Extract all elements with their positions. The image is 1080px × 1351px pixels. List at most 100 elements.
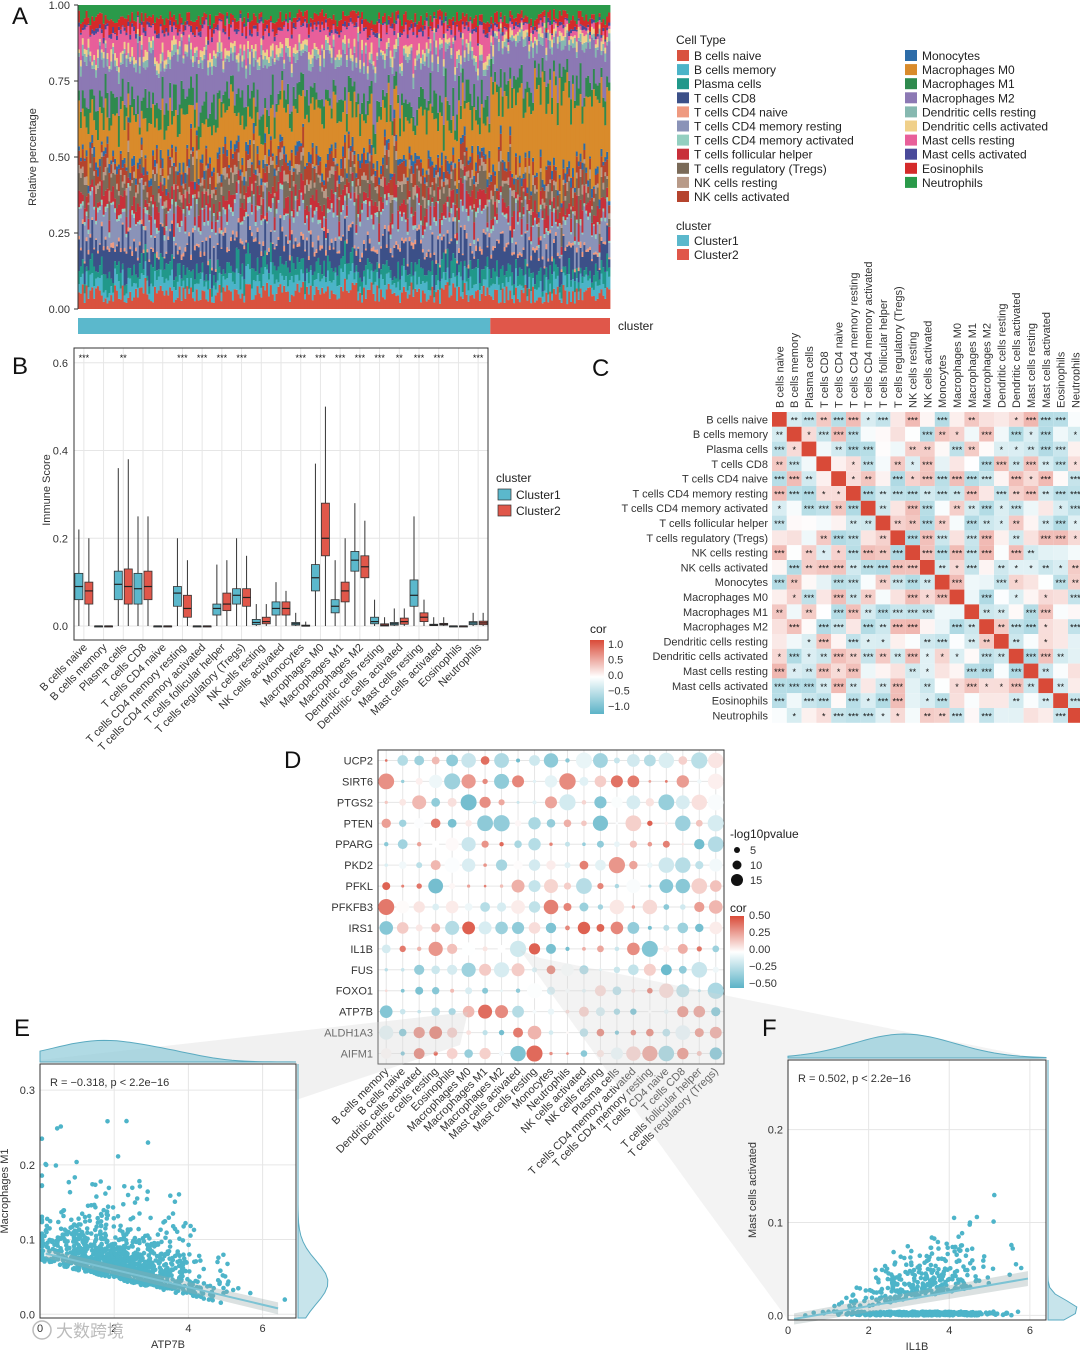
- stack-segment: [95, 238, 98, 240]
- stack-segment: [323, 58, 326, 68]
- stack-segment: [528, 165, 531, 174]
- stack-segment: [412, 187, 415, 200]
- stack-segment: [313, 24, 316, 43]
- stack-segment: [285, 261, 288, 277]
- stack-segment: [154, 236, 157, 238]
- stack-segment: [127, 117, 130, 123]
- stack-segment: [239, 48, 242, 56]
- stack-segment: [281, 165, 284, 185]
- stack-segment: [260, 178, 263, 186]
- stack-segment: [302, 203, 305, 234]
- stack-segment: [421, 199, 425, 226]
- stack-segment: [458, 62, 461, 76]
- stack-segment: [490, 254, 493, 259]
- stack-segment: [268, 134, 271, 150]
- stack-segment: [119, 33, 123, 53]
- stack-segment: [507, 108, 510, 152]
- stack-segment: [93, 35, 96, 56]
- stack-segment: [188, 270, 191, 289]
- stack-segment: [511, 196, 514, 217]
- stack-segment: [399, 205, 402, 212]
- stack-segment: [287, 165, 290, 175]
- stack-segment: [192, 62, 195, 67]
- stack-segment: [421, 249, 425, 253]
- stack-segment: [421, 115, 425, 169]
- stack-segment: [524, 258, 527, 275]
- stack-segment: [296, 216, 299, 245]
- stack-segment: [463, 166, 466, 176]
- stack-segment: [81, 38, 85, 45]
- stack-segment: [353, 154, 356, 165]
- stack-segment: [315, 172, 318, 190]
- stack-segment: [233, 151, 237, 165]
- stack-segment: [361, 19, 364, 24]
- stack-segment: [391, 12, 394, 24]
- stack-segment: [165, 278, 168, 291]
- stack-segment: [482, 189, 485, 209]
- stack-segment: [482, 33, 485, 63]
- stack-segment: [146, 171, 149, 175]
- stack-segment: [214, 199, 218, 222]
- stack-segment: [264, 142, 267, 156]
- stack-segment: [235, 93, 238, 117]
- stack-segment: [230, 211, 233, 238]
- stack-segment: [393, 118, 396, 137]
- stack-segment: [117, 72, 121, 84]
- stack-segment: [385, 122, 389, 141]
- stack-segment: [484, 34, 487, 38]
- stack-segment: [347, 131, 351, 135]
- stack-segment: [97, 207, 100, 213]
- stack-segment: [378, 12, 381, 19]
- stack-segment: [370, 5, 373, 21]
- stack-segment: [239, 13, 242, 18]
- stack-segment: [321, 187, 324, 192]
- stack-segment: [488, 26, 491, 33]
- stack-segment: [296, 52, 299, 60]
- stack-segment: [334, 20, 337, 29]
- stack-segment: [138, 5, 142, 24]
- stack-segment: [131, 23, 134, 27]
- stack-segment: [471, 145, 474, 154]
- stack-segment: [473, 55, 476, 59]
- stack-segment: [119, 16, 123, 30]
- stack-segment: [161, 98, 164, 159]
- stack-segment: [378, 210, 381, 224]
- stack-segment: [256, 22, 259, 32]
- stack-segment: [437, 10, 440, 25]
- stack-segment: [273, 5, 276, 24]
- stack-segment: [414, 244, 417, 263]
- stack-segment: [391, 255, 394, 258]
- stack-segment: [290, 256, 294, 277]
- stack-segment: [167, 192, 170, 212]
- stack-segment: [313, 271, 316, 281]
- stack-segment: [319, 12, 322, 30]
- stack-segment: [188, 288, 191, 295]
- stack-segment: [154, 5, 157, 23]
- stack-segment: [378, 241, 381, 245]
- stack-segment: [378, 278, 381, 289]
- stack-segment: [467, 79, 470, 103]
- stack-segment: [378, 18, 381, 24]
- stack-segment: [228, 165, 231, 168]
- stack-segment: [311, 5, 314, 20]
- stack-segment: [173, 184, 176, 190]
- stack-segment: [416, 50, 419, 56]
- stack-segment: [135, 225, 138, 248]
- stack-segment: [304, 44, 307, 51]
- stack-segment: [285, 213, 288, 216]
- stack-segment: [459, 144, 463, 160]
- stack-segment: [437, 172, 440, 178]
- stack-segment: [167, 280, 170, 296]
- stack-segment: [230, 13, 233, 25]
- stack-segment: [283, 245, 286, 252]
- stack-segment: [359, 68, 362, 73]
- stack-segment: [277, 199, 280, 203]
- stack-segment: [256, 36, 259, 60]
- stack-segment: [93, 286, 96, 299]
- stack-segment: [127, 183, 130, 188]
- stack-segment: [237, 88, 240, 113]
- stack-segment: [446, 179, 449, 185]
- stack-segment: [117, 83, 121, 116]
- stack-segment: [114, 5, 117, 24]
- stack-segment: [245, 265, 248, 285]
